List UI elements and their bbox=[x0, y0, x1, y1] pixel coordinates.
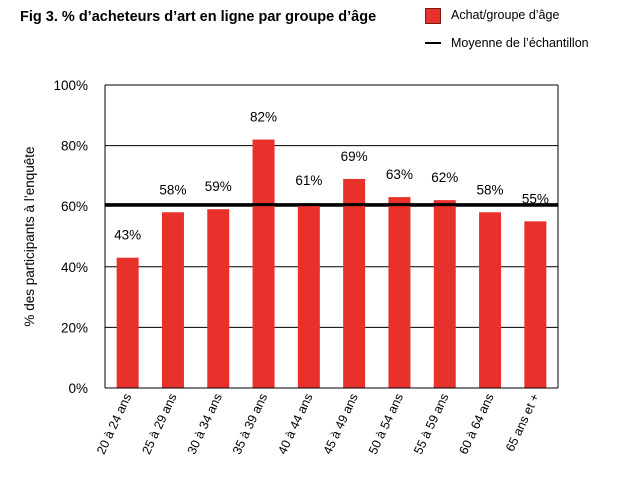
bar bbox=[207, 209, 230, 388]
data-label: 59% bbox=[205, 179, 232, 194]
x-tick-label: 20 à 24 ans bbox=[94, 391, 134, 456]
legend-average-label: Moyenne de l’échantillon bbox=[451, 36, 589, 50]
data-label: 43% bbox=[114, 228, 141, 243]
data-label: 58% bbox=[477, 182, 504, 197]
chart-title: Fig 3. % d’acheteurs d’art en ligne par … bbox=[20, 9, 377, 25]
data-label: 55% bbox=[522, 191, 549, 206]
bar bbox=[343, 178, 366, 388]
x-tick-label: 45 à 49 ans bbox=[321, 391, 361, 456]
data-label: 63% bbox=[386, 167, 413, 182]
y-tick-label: 40% bbox=[61, 260, 88, 275]
bar bbox=[161, 212, 184, 388]
x-tick-label: 30 à 34 ans bbox=[185, 391, 225, 456]
x-tick-label: 60 à 64 ans bbox=[456, 391, 496, 456]
y-axis-title: % des participants à l’enquête bbox=[22, 146, 37, 326]
x-tick-label: 40 à 44 ans bbox=[275, 391, 315, 456]
y-tick-label: 80% bbox=[61, 139, 88, 154]
bar bbox=[252, 139, 275, 388]
legend-average-line bbox=[425, 42, 441, 44]
data-label: 82% bbox=[250, 110, 277, 125]
legend-bar-label: Achat/groupe d’âge bbox=[451, 8, 560, 22]
bar bbox=[433, 200, 456, 388]
data-label: 69% bbox=[341, 149, 368, 164]
bar bbox=[297, 203, 320, 388]
bar bbox=[116, 257, 139, 388]
data-label: 61% bbox=[295, 173, 322, 188]
legend-bar-swatch bbox=[425, 8, 441, 24]
bar bbox=[479, 212, 502, 388]
x-tick-label: 65 ans et + bbox=[503, 391, 542, 453]
data-label: 58% bbox=[159, 182, 186, 197]
y-tick-label: 100% bbox=[53, 78, 88, 93]
x-tick-label: 25 à 29 ans bbox=[139, 391, 179, 456]
x-tick-label: 50 à 54 ans bbox=[366, 391, 406, 456]
y-tick-label: 20% bbox=[61, 320, 88, 335]
bar bbox=[524, 221, 547, 388]
bar bbox=[388, 197, 411, 388]
x-tick-label: 35 à 39 ans bbox=[230, 391, 270, 456]
data-label: 62% bbox=[431, 170, 458, 185]
y-tick-label: 0% bbox=[68, 381, 88, 396]
y-tick-label: 60% bbox=[61, 199, 88, 214]
x-tick-label: 55 à 59 ans bbox=[411, 391, 451, 456]
